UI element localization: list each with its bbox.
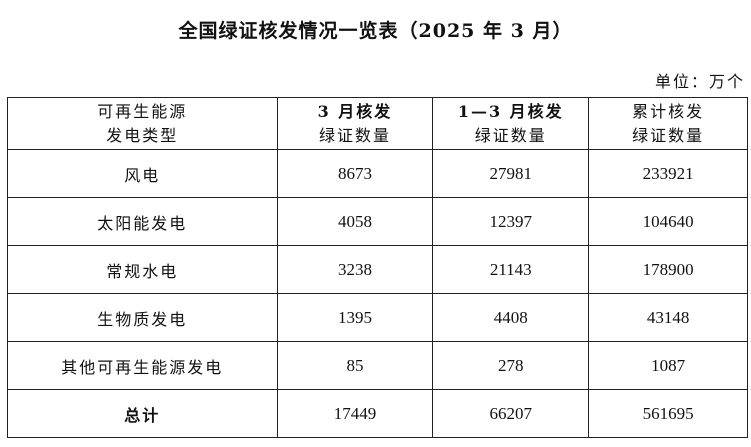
header-line: 3 月核发 — [317, 101, 393, 121]
cell-march: 8673 — [276, 149, 434, 198]
header-march: 3 月核发绿证数量 — [276, 97, 434, 150]
table-row: 太阳能发电 4058 12397 104640 — [7, 197, 748, 246]
cell-march: 85 — [276, 341, 434, 390]
header-line: 发电类型 — [106, 125, 179, 145]
table-header-row: 可再生能源 发电类型 3 月核发 绿证数量 1—3 月核发 绿证数量 累计核发 绿证数量 — [7, 97, 748, 150]
cell-cumulative: 178900 — [588, 245, 748, 294]
cell-jan-mar: 12397 — [432, 197, 590, 246]
cell-jan-mar: 4408 — [432, 293, 590, 342]
cell-type: 其他可再生能源发电 — [7, 341, 278, 390]
page-title: 全国绿证核发情况一览表（2025 年 3 月） — [178, 20, 573, 42]
header-line: 绿证数量 — [632, 125, 705, 145]
cell-type: 生物质发电 — [7, 293, 278, 342]
cell-jan-mar: 278 — [432, 341, 590, 390]
cell-type: 总计 — [7, 389, 278, 438]
header-line: 绿证数量 — [318, 125, 391, 145]
cell-cumulative: 561695 — [588, 389, 748, 438]
cell-jan-mar: 66207 — [432, 389, 590, 438]
table-row: 常规水电 3238 21143 178900 — [7, 245, 748, 294]
cell-march: 17449 — [276, 389, 434, 438]
header-line: 累计核发 — [632, 101, 705, 121]
cell-march: 4058 — [276, 197, 434, 246]
cell-jan-mar: 27981 — [432, 149, 590, 198]
cell-cumulative: 233921 — [588, 149, 748, 198]
cell-march: 3238 — [276, 245, 434, 294]
header-line: 可再生能源 — [97, 101, 188, 121]
table-row: 其他可再生能源发电 85 278 1087 — [7, 341, 748, 390]
table-row: 生物质发电 1395 4408 43148 — [7, 293, 748, 342]
header-cumulative: 累计核发 绿证数量 — [588, 97, 748, 150]
total-row: 总计 17449 66207 561695 — [7, 389, 748, 438]
cell-march: 1395 — [276, 293, 434, 342]
cell-jan-mar: 21143 — [432, 245, 590, 294]
unit-label: 单位：万个 — [654, 72, 745, 91]
table-row: 风电 8673 27981 233921 — [7, 149, 748, 198]
header-line: 1—3 月核发 — [457, 101, 564, 121]
green-certificate-table: 可再生能源 发电类型 3 月核发 绿证数量 1—3 月核发 绿证数量 累计核发 绿证数量… — [7, 97, 748, 438]
cell-type: 风电 — [7, 149, 278, 198]
cell-cumulative: 104640 — [588, 197, 748, 246]
header-type: 可再生能源 发电类型 — [7, 97, 278, 150]
header-line: 绿证数量 — [474, 125, 547, 145]
cell-cumulative: 1087 — [588, 341, 748, 390]
header-jan-mar: 1—3 月核发 绿证数量 — [432, 97, 590, 150]
cell-type: 太阳能发电 — [7, 197, 278, 246]
cell-cumulative: 43148 — [588, 293, 748, 342]
cell-type: 常规水电 — [7, 245, 278, 294]
